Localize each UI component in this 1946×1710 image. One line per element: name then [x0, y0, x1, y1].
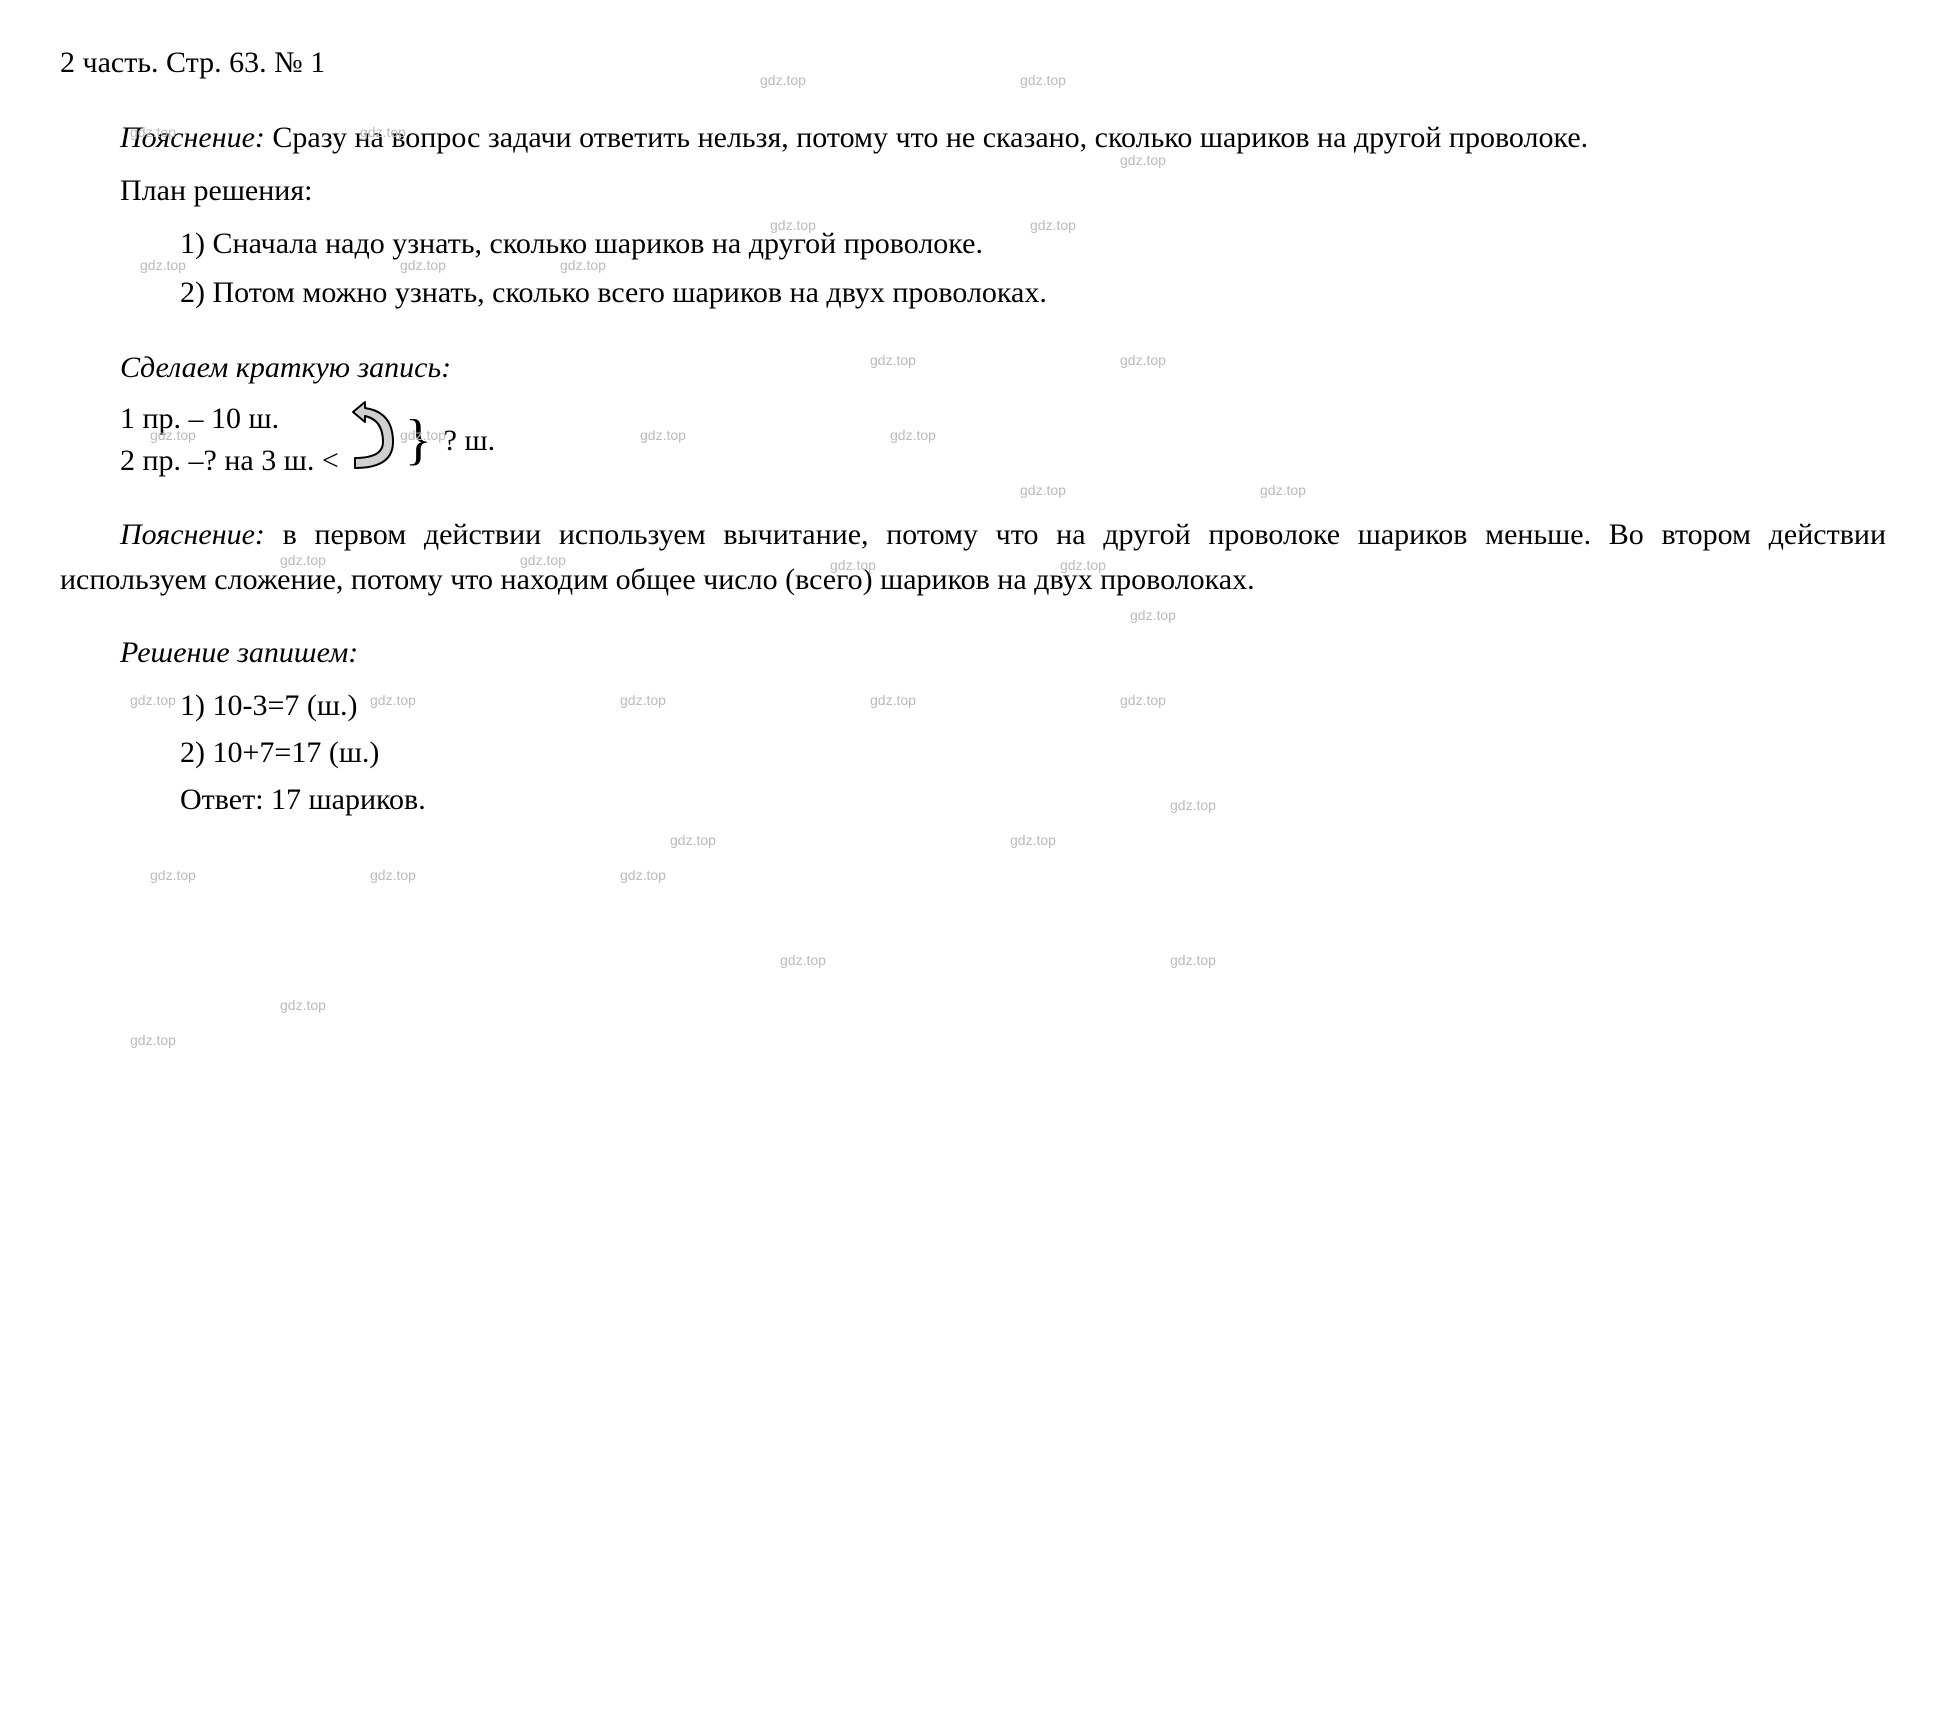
- plan-item: 1) Сначала надо узнать, сколько шариков …: [180, 221, 1886, 266]
- plan-list: 1) Сначала надо узнать, сколько шариков …: [60, 221, 1886, 315]
- plan-item-text: Потом можно узнать, сколько всего шарико…: [213, 276, 1047, 309]
- solution-item-num: 2): [180, 736, 205, 769]
- brief-record: Сделаем краткую запись: 1 пр. – 10 ш. 2 …: [120, 345, 1886, 482]
- explanation-1-label: Пояснение:: [120, 121, 265, 154]
- watermark: gdz.top: [1260, 480, 1306, 501]
- watermark: gdz.top: [1020, 480, 1066, 501]
- watermark: gdz.top: [670, 830, 716, 851]
- brief-line-1: 1 пр. – 10 ш.: [120, 398, 339, 440]
- plan-item-num: 1): [180, 227, 205, 260]
- solution-item-text: 10+7=17 (ш.): [213, 736, 380, 769]
- watermark: gdz.top: [1010, 830, 1056, 851]
- brace-icon: }: [405, 418, 432, 463]
- plan-item-num: 2): [180, 276, 205, 309]
- explanation-2-text: в первом действии используем вычитание, …: [60, 518, 1886, 596]
- brief-title: Сделаем краткую запись:: [120, 345, 1886, 390]
- explanation-2-label: Пояснение:: [120, 518, 265, 551]
- explanation-1: Пояснение: Сразу на вопрос задачи ответи…: [60, 115, 1886, 160]
- curved-arrow-icon: [335, 400, 405, 480]
- watermark: gdz.top: [1170, 950, 1216, 971]
- plan-item-text: Сначала надо узнать, сколько шариков на …: [213, 227, 983, 260]
- brief-lines: 1 пр. – 10 ш. 2 пр. –? на 3 ш. <: [120, 398, 339, 482]
- solution-item-num: 1): [180, 689, 205, 722]
- solution-item: 1) 10-3=7 (ш.): [180, 683, 1886, 728]
- watermark: gdz.top: [780, 950, 826, 971]
- watermark: gdz.top: [280, 995, 326, 1016]
- answer: Ответ: 17 шариков.: [60, 777, 1886, 822]
- watermark: gdz.top: [150, 865, 196, 886]
- explanation-1-text: Сразу на вопрос задачи ответить нельзя, …: [265, 121, 1588, 154]
- brief-line-2: 2 пр. –? на 3 ш. <: [120, 440, 339, 482]
- solution-item: 2) 10+7=17 (ш.): [180, 730, 1886, 775]
- watermark: gdz.top: [130, 1030, 176, 1051]
- page-header: 2 часть. Стр. 63. № 1: [60, 40, 1886, 85]
- plan-title: План решения:: [60, 168, 1886, 213]
- explanation-2: Пояснение: в первом действии используем …: [60, 512, 1886, 602]
- watermark: gdz.top: [370, 865, 416, 886]
- brief-result: ? ш.: [444, 418, 495, 463]
- solution-item-text: 10-3=7 (ш.): [213, 689, 358, 722]
- plan-item: 2) Потом можно узнать, сколько всего шар…: [180, 270, 1886, 315]
- solution-list: 1) 10-3=7 (ш.) 2) 10+7=17 (ш.): [60, 683, 1886, 775]
- brief-row: 1 пр. – 10 ш. 2 пр. –? на 3 ш. < } ? ш.: [120, 398, 1886, 482]
- watermark: gdz.top: [620, 865, 666, 886]
- solution-title: Решение запишем:: [60, 630, 1886, 675]
